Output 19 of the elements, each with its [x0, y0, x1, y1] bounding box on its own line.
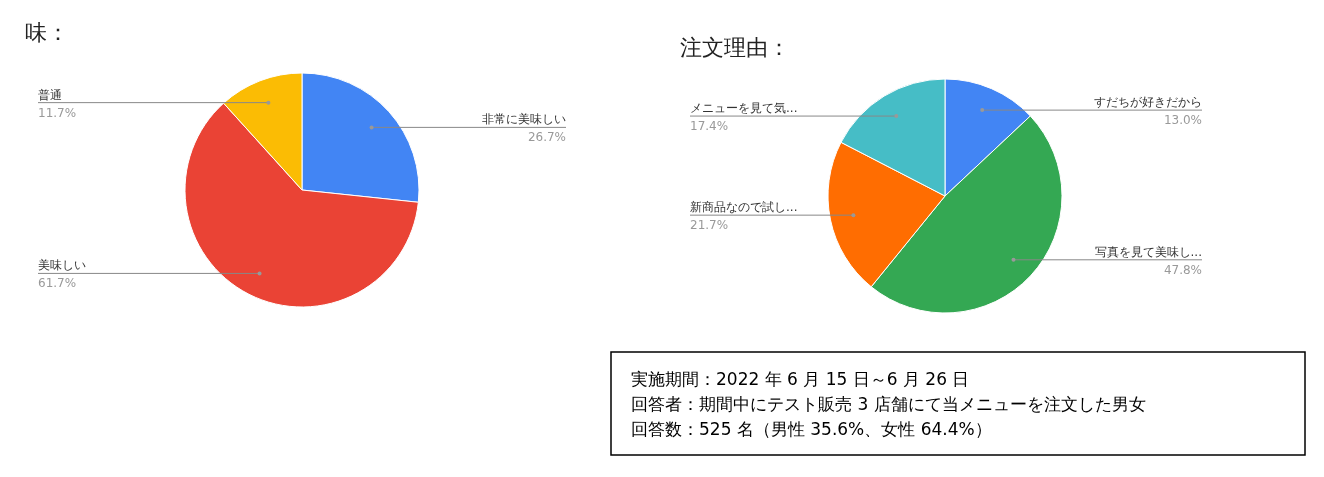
slice-label: 写真を見て美味し...: [1094, 244, 1202, 259]
data-label: 17.4%: [690, 119, 729, 134]
data-label: 11.7%: [38, 105, 77, 120]
data-label: 61.7%: [38, 276, 77, 291]
slice-label: すだちが好きだから: [1094, 95, 1202, 110]
chart-title: 味：: [25, 20, 69, 45]
data-label: 13.0%: [1163, 113, 1202, 128]
data-label: 21.7%: [690, 218, 729, 233]
text: 回答数：525 名（男性 35.6%、女性 64.4%）: [631, 419, 992, 439]
data-label: 26.7%: [527, 130, 566, 145]
data-label: 47.8%: [1163, 262, 1202, 277]
slice-label: メニューを見て気...: [690, 101, 798, 116]
slice-label: 非常に美味しい: [482, 112, 566, 127]
slice-label: 新商品なので試し...: [690, 200, 798, 215]
text: 実施期間：2022 年 6 月 15 日～6 月 26 日: [631, 369, 970, 389]
text: 回答者：期間中にテスト販売 3 店舗にて当メニューを注文した男女: [631, 394, 1146, 414]
slice-label: 普通: [38, 87, 62, 102]
slice-label: 美味しい: [38, 258, 86, 273]
chart-title: 注文理由：: [680, 35, 790, 60]
